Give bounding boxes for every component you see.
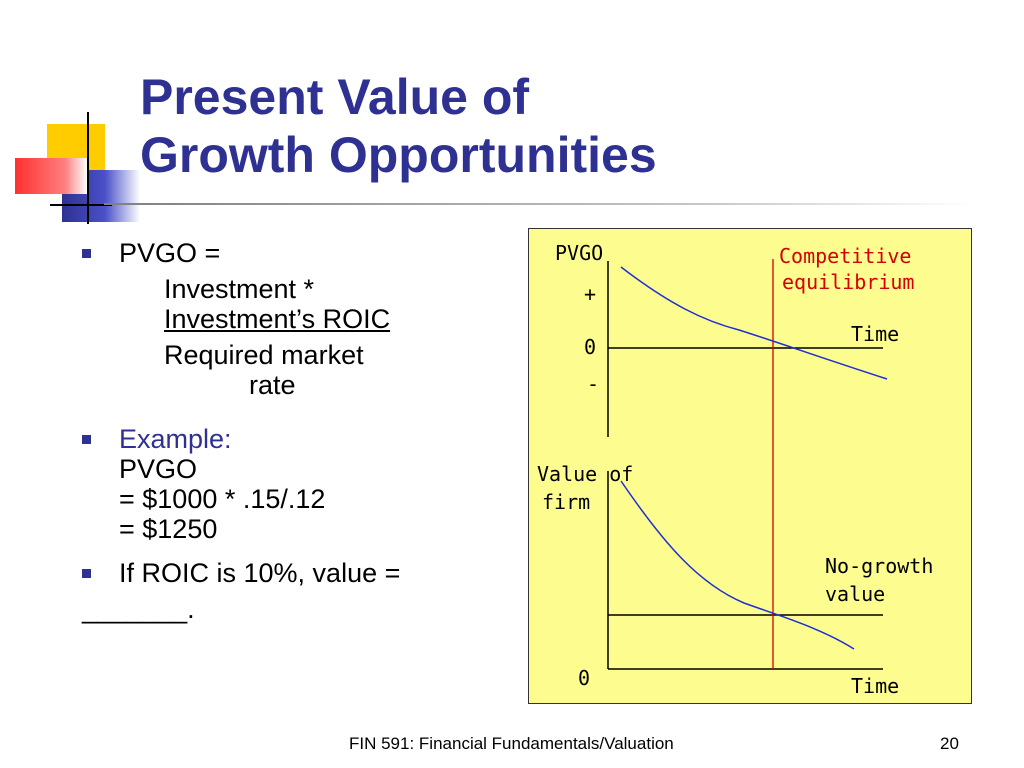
corner-red-bar [15,158,87,194]
pvgo-diagram: PVGO + 0 - Time Competitive equilibrium … [528,228,972,704]
formula-numerator-2-text: Investment’s ROIC [164,304,391,334]
bullet-pvgo-head: PVGO = [119,238,221,268]
slide-title: Present Value of Growth Opportunities [140,68,657,184]
footer-course: FIN 591: Financial Fundamentals/Valuatio… [349,734,674,753]
bottom-x-label: Time [851,674,899,698]
top-y-title: PVGO [555,241,603,265]
title-divider [104,203,974,205]
diagram-svg: PVGO + 0 - Time Competitive equilibrium … [537,241,933,698]
no-growth-label-2: value [825,582,885,606]
formula-denominator-1: Required market [164,340,364,370]
bottom-y-tick-zero: 0 [578,666,590,690]
top-y-tick-plus: + [584,282,596,306]
bullet-pvgo-formula: PVGO = Investment * Investment’s ROIC Re… [82,238,502,400]
top-y-tick-minus: - [587,372,599,396]
footer-page-number: 20 [940,734,959,753]
bullet-list: PVGO = Investment * Investment’s ROIC Re… [82,238,502,638]
question-line1: If ROIC is 10%, value = [119,558,401,588]
slide-title-line1: Present Value of [140,69,530,125]
formula-numerator-2: Investment’s ROIC [119,304,502,334]
example-line2: = $1000 * .15/.12 [119,484,326,514]
corner-vertical-line [87,112,89,224]
bullet-example-head: Example: [119,424,232,454]
bullet-marker [82,569,91,578]
competitive-label-2: equilibrium [782,270,914,294]
bottom-y-title-2: firm [542,490,590,514]
formula-denominator-2: rate [249,370,296,400]
bullet-example: Example: PVGO = $1000 * .15/.12 = $1250 [82,424,502,544]
top-x-label: Time [851,322,899,346]
firm-value-curve [620,480,855,650]
bullet-marker [82,435,91,444]
top-y-tick-zero: 0 [584,335,596,359]
no-growth-label-1: No-growth [825,554,933,578]
formula-numerator-1: Investment * [164,274,315,304]
corner-horizontal-line [50,204,112,206]
slide-title-line2: Growth Opportunities [140,127,657,183]
competitive-label-1: Competitive [779,244,911,268]
bullet-marker [82,249,91,258]
bullet-roic-question: If ROIC is 10%, value = _______. [82,558,502,624]
pvgo-curve [620,266,888,380]
example-line3: = $1250 [119,514,218,544]
question-line2: _______. [82,594,195,624]
example-line1: PVGO [119,454,198,484]
bottom-y-title-1: Value of [537,462,633,486]
